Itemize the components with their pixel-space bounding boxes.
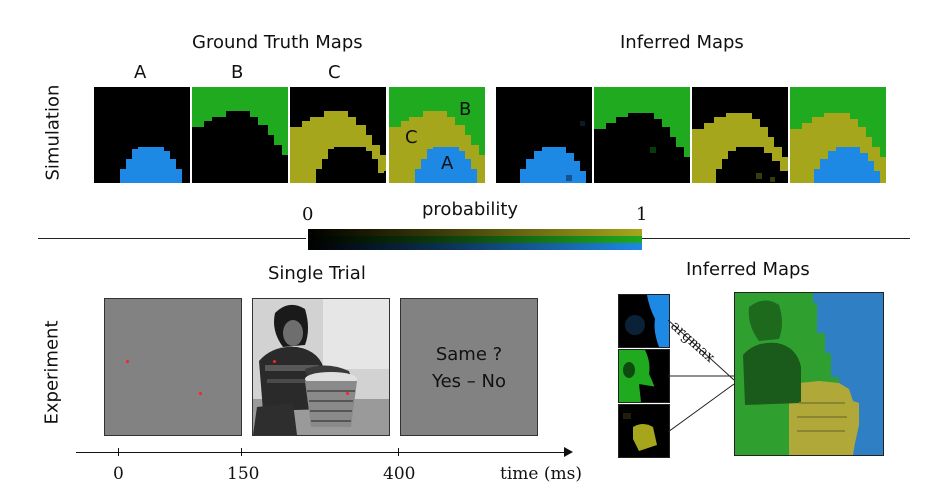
- inferred-overlay-map: [790, 87, 886, 183]
- inferred-maps-title-simulation: Inferred Maps: [620, 32, 744, 53]
- timeline-tick: [241, 448, 242, 456]
- timeline-tick: [398, 448, 399, 456]
- question-text: Same ?: [435, 344, 503, 365]
- trial-screen-image: [252, 298, 390, 436]
- overlay-letter-a: A: [441, 153, 454, 174]
- column-letter-a: A: [134, 62, 147, 83]
- ground-truth-title: Ground Truth Maps: [192, 32, 363, 53]
- inferred-maps-title-experiment: Inferred Maps: [686, 259, 810, 280]
- inferred-crop-olive: [618, 404, 670, 458]
- experiment-row-label: Experiment: [41, 320, 63, 425]
- column-letter-b: B: [231, 62, 244, 83]
- fixation-dot: [346, 392, 349, 395]
- inferred-map-c: [692, 87, 788, 183]
- divider-left: [38, 238, 306, 239]
- colorbar-label: probability: [422, 199, 519, 220]
- trial-screen-fixation: [104, 298, 242, 436]
- timeline-tick-label-0: 0: [113, 464, 124, 484]
- simulation-row-label: Simulation: [42, 84, 64, 181]
- trial-screen-question: Same ? Yes – No: [400, 298, 538, 436]
- fixation-dot: [126, 360, 129, 363]
- colorbar-blue-band: [308, 243, 642, 250]
- timeline-tick-label-150: 150: [227, 464, 260, 484]
- colorbar-max-label: 1: [636, 204, 648, 225]
- answer-options: Yes – No: [432, 371, 506, 392]
- overlay-letter-c: C: [405, 127, 418, 148]
- inferred-segmentation-map: [734, 292, 884, 456]
- divider-right: [642, 238, 910, 239]
- ground-truth-overlay-map: B C A: [389, 87, 485, 183]
- timeline-axis-label: time (ms): [500, 464, 582, 484]
- colorbar: [308, 229, 642, 250]
- overlay-letter-b: B: [459, 99, 472, 120]
- girl-with-basket-image: [253, 299, 389, 435]
- fixation-dot: [199, 392, 202, 395]
- inferred-map-b: [594, 87, 690, 183]
- single-trial-title: Single Trial: [268, 263, 366, 284]
- inferred-crop-green: [618, 349, 670, 403]
- colorbar-olive-band: [308, 229, 642, 236]
- timeline-arrowhead: [564, 447, 573, 457]
- inferred-crop-blue: [618, 294, 670, 348]
- timeline-axis: [76, 452, 566, 453]
- ground-truth-map-a: [94, 87, 190, 183]
- ground-truth-map-c: [290, 87, 386, 183]
- colorbar-green-band: [308, 236, 642, 243]
- fixation-dot: [273, 360, 276, 363]
- colorbar-min-label: 0: [302, 204, 314, 225]
- inferred-map-a: [496, 87, 592, 183]
- ground-truth-map-b: [192, 87, 288, 183]
- timeline-tick-label-400: 400: [383, 464, 416, 484]
- timeline-tick: [118, 448, 119, 456]
- argmax-connectors: [668, 319, 735, 433]
- column-letter-c: C: [328, 62, 341, 83]
